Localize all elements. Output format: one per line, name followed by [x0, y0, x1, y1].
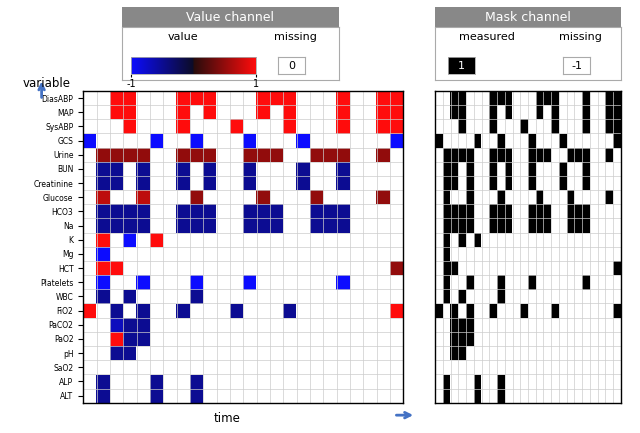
Text: time: time: [214, 412, 241, 425]
Text: variable: variable: [22, 77, 70, 90]
Text: Value channel: Value channel: [186, 11, 275, 24]
Text: value: value: [167, 32, 198, 42]
Text: 1: 1: [458, 61, 465, 71]
Text: -1: -1: [571, 61, 582, 71]
Text: missing: missing: [275, 32, 317, 42]
Text: measured: measured: [460, 32, 515, 42]
Text: 0: 0: [289, 61, 295, 71]
Text: Mask channel: Mask channel: [485, 11, 571, 24]
Text: missing: missing: [559, 32, 602, 42]
